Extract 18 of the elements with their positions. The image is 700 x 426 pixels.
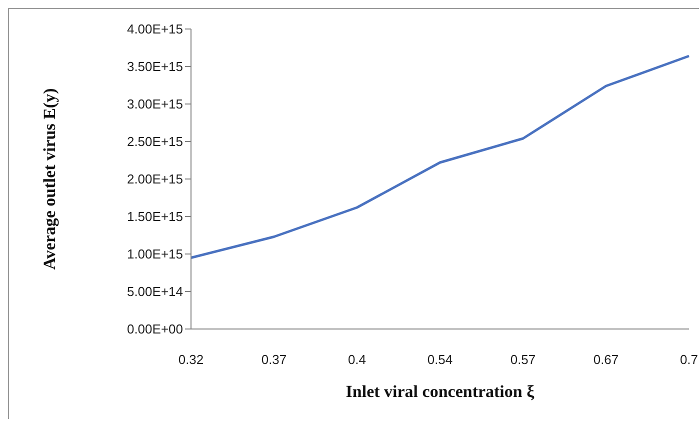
y-tick-label: 3.50E+15 [126,59,183,74]
y-axis-title: Average outlet virus E(y) [40,88,60,270]
x-tick-label: 0.37 [261,352,287,368]
x-tick-label: 0.54 [427,352,453,368]
y-tick-label: 5.00E+14 [126,284,183,300]
y-tick-label: 1.50E+15 [126,209,183,224]
y-tick-label: 0.00E+00 [126,322,183,337]
x-tick-label: 0.32 [178,352,204,368]
x-tick-label: 0.4 [348,352,366,368]
y-tick-label: 4.00E+15 [126,22,183,37]
y-tick-label: 3.00E+15 [126,96,183,112]
y-tick-label: 2.50E+15 [126,134,183,150]
x-tick-label: 0.7 [680,352,698,368]
x-tick-label: 0.57 [510,352,536,368]
y-tick-label: 2.00E+15 [126,172,183,187]
x-axis-title: Inlet viral concentration ξ [346,382,535,401]
y-tick-label: 1.00E+15 [126,246,183,262]
x-tick-label: 0.67 [593,352,619,368]
